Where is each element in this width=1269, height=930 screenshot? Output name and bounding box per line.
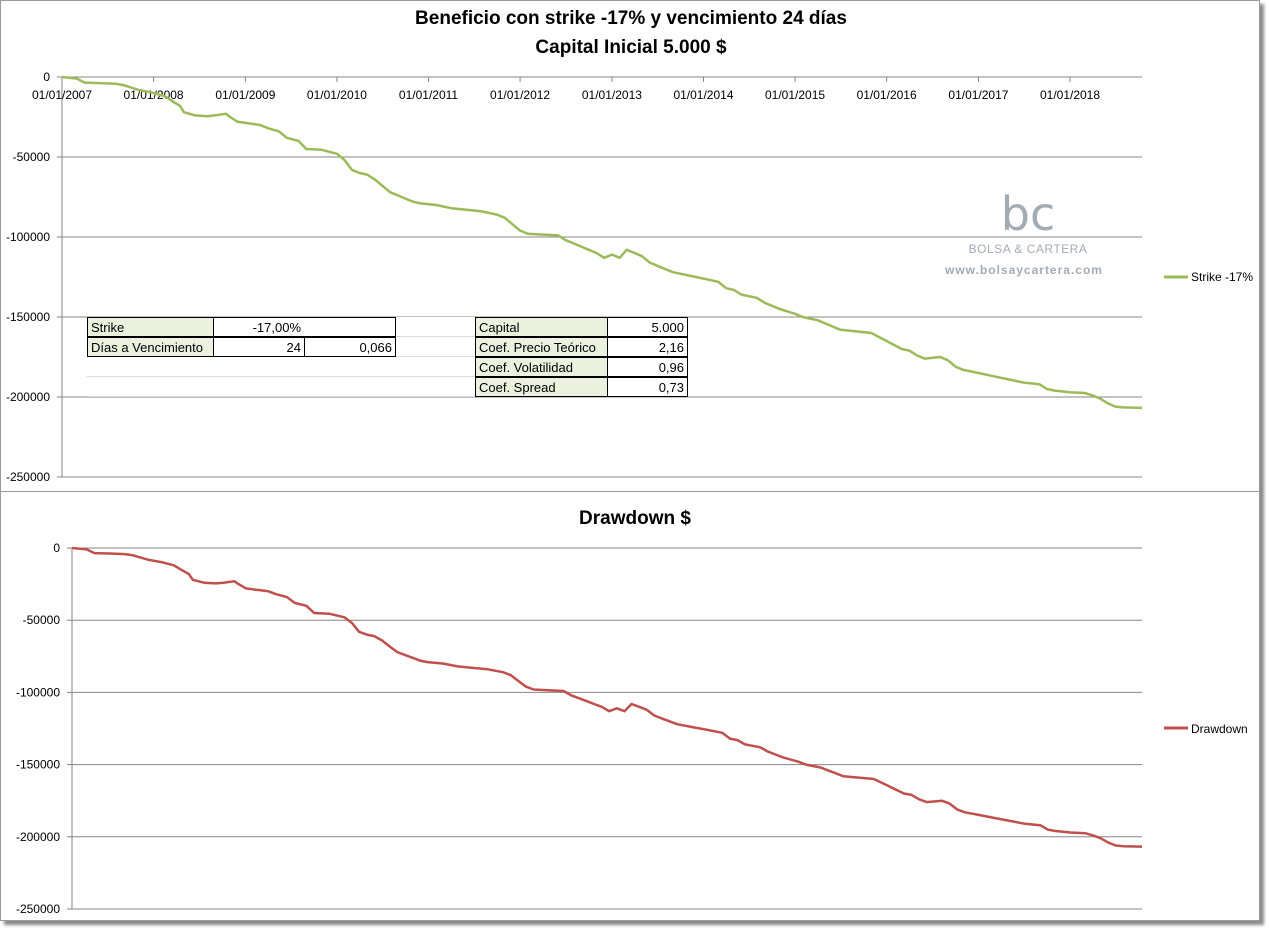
watermark-url: www.bolsaycartera.com <box>944 263 1103 277</box>
spread-coef-value: 0,73 <box>607 377 688 397</box>
sheet-cell <box>213 357 305 377</box>
sheet-cell <box>87 377 214 397</box>
theoretical-price-coef-label: Coef. Precio Teórico <box>475 337 608 357</box>
y-tick-label: -200000 <box>16 830 60 844</box>
x-tick-label: 01/01/2015 <box>765 88 825 102</box>
watermark: bc BOLSA & CARTERA www.bolsaycartera.com <box>944 187 1103 277</box>
x-tick-label: 01/01/2013 <box>582 88 642 102</box>
sheet-cell <box>213 377 305 397</box>
sheet-cell <box>304 357 396 377</box>
y-tick-label: -50000 <box>13 150 51 164</box>
sheet-cell <box>395 317 476 337</box>
theoretical-price-coef-value: 2,16 <box>607 337 688 357</box>
profit-chart-title: Beneficio con strike -17% y vencimiento … <box>415 8 847 29</box>
drawdown-chart-y-axis: 0 -50000 -100000 -150000 -200000 -250000 <box>16 541 60 916</box>
y-tick-label: -100000 <box>16 685 60 699</box>
y-tick-label: -250000 <box>6 470 50 484</box>
x-tick-label: 01/01/2011 <box>399 88 458 102</box>
legend-label-strike: Strike -17% <box>1191 270 1253 284</box>
watermark-brand: BOLSA & CARTERA <box>969 242 1088 256</box>
x-tick-label: 01/01/2009 <box>215 88 275 102</box>
strike-value: -17,00% <box>213 317 305 337</box>
profit-chart-subtitle: Capital Inicial 5.000 $ <box>535 37 727 58</box>
x-tick-label: 01/01/2017 <box>948 88 1008 102</box>
sheet-cell <box>395 357 476 377</box>
drawdown-chart-gridlines <box>67 547 1142 910</box>
strike-series-line <box>61 75 1143 410</box>
y-tick-label: -100000 <box>6 230 50 244</box>
capital-value: 5.000 <box>607 317 688 337</box>
drawdown-chart-title: Drawdown $ <box>579 508 691 529</box>
profit-chart-x-axis: 01/01/2007 01/01/2008 01/01/2009 01/01/2010… <box>32 77 1100 102</box>
drawdown-chart-legend: Drawdown <box>1164 722 1248 736</box>
days-to-expiry-label: Días a Vencimiento <box>87 337 214 357</box>
days-to-expiry-value: 24 <box>213 337 305 357</box>
chart-divider <box>0 491 1260 492</box>
y-tick-label: -150000 <box>16 758 60 772</box>
watermark-logo: bc <box>1001 187 1056 241</box>
x-tick-label: 01/01/2016 <box>857 88 917 102</box>
y-tick-label: 0 <box>53 541 60 555</box>
y-tick-label: -200000 <box>6 390 50 404</box>
capital-label: Capital <box>475 317 608 337</box>
strike-label: Strike <box>87 317 214 337</box>
y-tick-label: 0 <box>43 70 50 84</box>
y-tick-label: -150000 <box>6 310 50 324</box>
drawdown-series-line <box>71 546 1143 848</box>
strike-extra <box>304 317 396 337</box>
sheet-cell <box>304 377 396 397</box>
days-to-expiry-ratio: 0,066 <box>304 337 396 357</box>
y-tick-label: -250000 <box>16 902 60 916</box>
profit-chart-y-axis: 0 -50000 -100000 -150000 -200000 -250000 <box>6 70 50 484</box>
profit-chart-legend: Strike -17% <box>1164 270 1253 284</box>
sheet-cell <box>395 377 476 397</box>
x-tick-label: 01/01/2010 <box>307 88 367 102</box>
volatility-coef-value: 0,96 <box>607 357 688 377</box>
x-tick-label: 01/01/2018 <box>1040 88 1100 102</box>
x-tick-label: 01/01/2014 <box>673 88 733 102</box>
volatility-coef-label: Coef. Volatilidad <box>475 357 608 377</box>
sheet-cell <box>87 357 214 377</box>
sheet-cell <box>395 337 476 357</box>
legend-label-drawdown: Drawdown <box>1191 722 1248 736</box>
x-tick-label: 01/01/2012 <box>490 88 550 102</box>
spread-coef-label: Coef. Spread <box>475 377 608 397</box>
x-tick-label: 01/01/2007 <box>32 88 92 102</box>
y-tick-label: -50000 <box>23 613 61 627</box>
